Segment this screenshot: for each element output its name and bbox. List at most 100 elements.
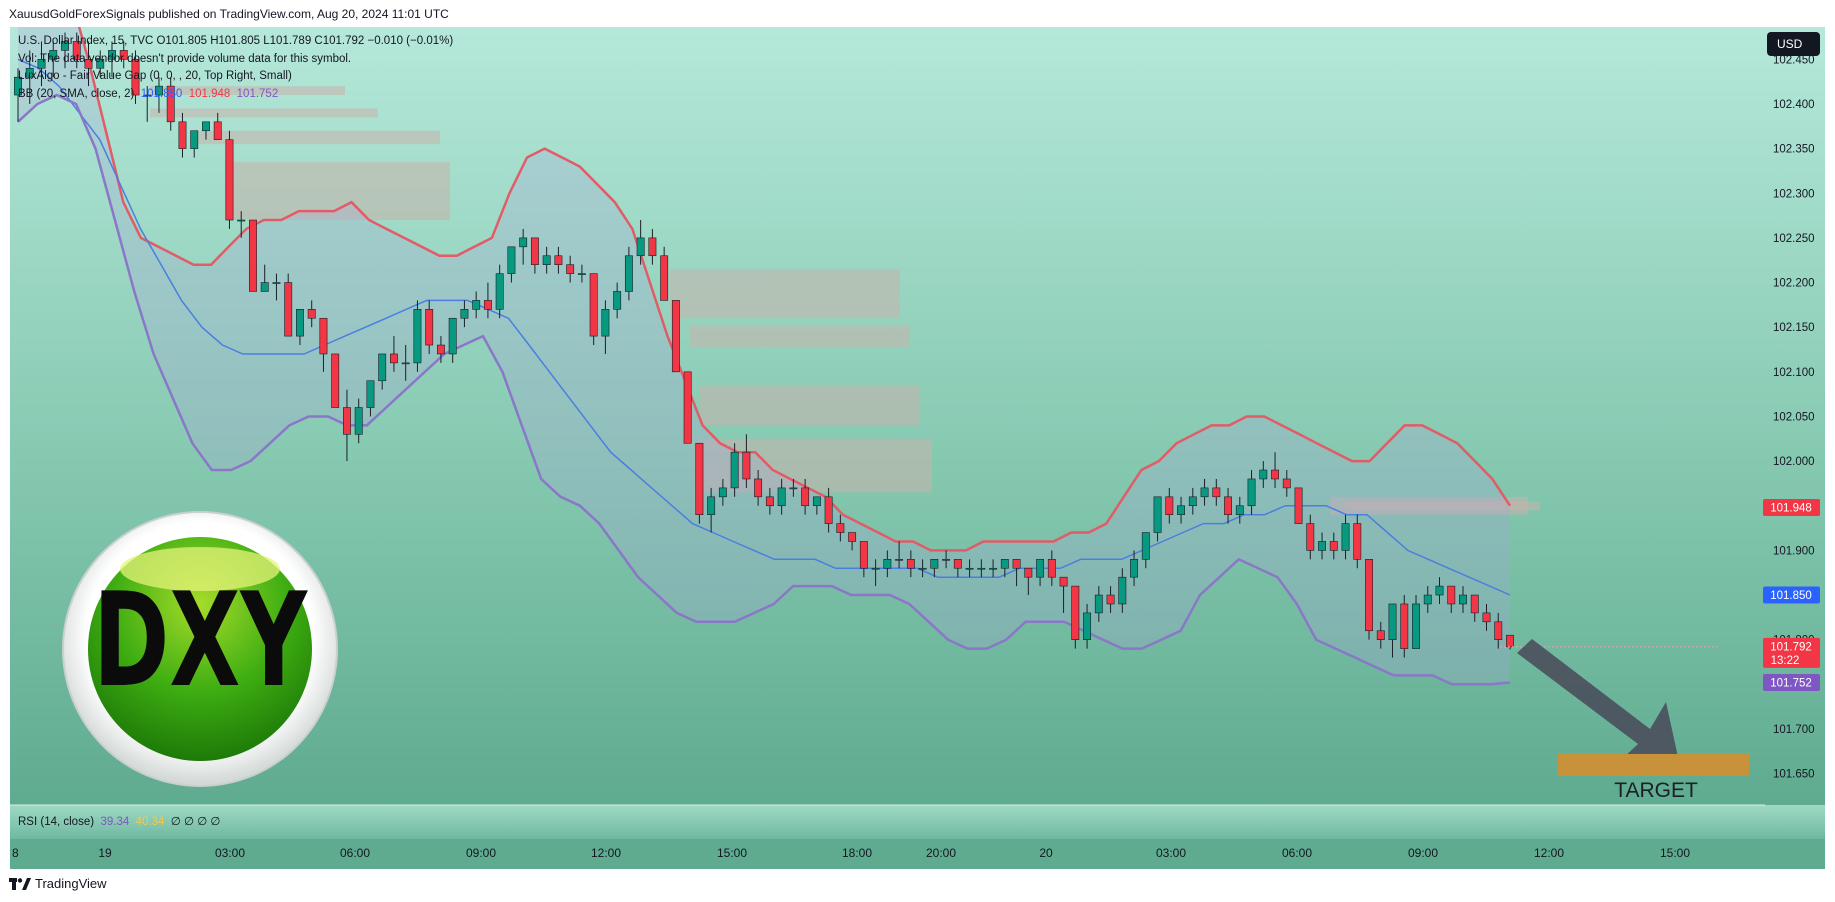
candle-body — [1341, 523, 1350, 551]
price-chart[interactable]: 102.450 102.400 102.350 102.300 102.250 102.2… — [0, 0, 1835, 869]
candle — [566, 255, 575, 283]
candle-body — [871, 567, 880, 570]
candle-body — [1000, 559, 1009, 569]
rsi-value: 39.34 — [100, 816, 130, 828]
x-tick-label: 15:00 — [717, 846, 747, 860]
candle-body — [1141, 532, 1150, 560]
bb-lower-line — [17, 93, 1511, 686]
candle-body — [25, 67, 34, 78]
candle-body — [178, 121, 187, 149]
candle — [1306, 514, 1315, 560]
candle-body — [61, 41, 69, 51]
target-arrow — [1517, 639, 1678, 759]
price-labels: 101.948 101.850 101.792 13:22 101.752 — [1763, 499, 1820, 692]
candle — [695, 442, 704, 524]
volume-line[interactable]: Vol: The data vendor doesn't provide vol… — [18, 52, 352, 65]
y-tick-label: 101.700 — [1773, 724, 1815, 736]
candle-body — [1447, 585, 1456, 605]
y-tick-label: 101.900 — [1773, 545, 1815, 557]
candle-body — [601, 309, 610, 337]
rsi-pane — [10, 805, 1825, 839]
candle — [472, 291, 481, 319]
candle-body — [895, 559, 904, 561]
candle-body — [554, 255, 563, 265]
symbol-line[interactable]: U.S. Dollar Index, 15, TVC O101.805 H101… — [18, 35, 454, 47]
candle — [495, 264, 504, 319]
candle — [953, 559, 962, 578]
candle — [636, 220, 645, 265]
candle-body — [1388, 603, 1397, 640]
candle-body — [190, 130, 199, 149]
candle — [660, 246, 669, 301]
candle-body — [930, 559, 939, 569]
y-tick-label: 102.000 — [1773, 456, 1815, 468]
candle — [918, 559, 927, 578]
currency-button[interactable]: USD — [1767, 32, 1820, 56]
candle — [155, 77, 163, 113]
candle — [1259, 461, 1268, 488]
candle — [730, 443, 739, 497]
y-tick-label: 101.650 — [1773, 769, 1815, 781]
price-label-box — [1763, 637, 1820, 668]
candle — [1141, 532, 1150, 569]
rsi-legend[interactable]: RSI (14, close) 39.34 40.34 ∅ ∅ ∅ ∅ — [18, 814, 220, 828]
candle — [331, 353, 340, 408]
candle-body — [507, 246, 516, 274]
candle — [354, 398, 363, 444]
candle-body — [1494, 621, 1503, 640]
countdown-text: 13:22 — [1771, 655, 1800, 667]
candle-body — [671, 300, 680, 373]
candle — [859, 541, 868, 578]
candle-body — [589, 273, 598, 337]
candle — [166, 77, 175, 131]
time-axis[interactable]: 8 19 03:00 06:00 09:00 12:00 15:00 18:00 20:00 20… — [12, 846, 1690, 860]
candle — [754, 470, 763, 506]
candle-body — [965, 567, 974, 570]
footer-brand: TradingView — [35, 876, 107, 891]
candle-body — [1318, 541, 1326, 551]
candle-body — [848, 532, 857, 542]
candle-body — [448, 317, 457, 355]
candle-body — [37, 59, 46, 69]
candle-body — [1282, 478, 1291, 489]
candle — [1130, 550, 1139, 587]
candles — [14, 32, 1514, 658]
candle-body — [977, 567, 986, 570]
candle — [260, 264, 269, 292]
fvg-indicator-line[interactable]: LuxAlgo - Fair Value Gap (0, 0, , 20, To… — [18, 70, 292, 82]
candle-body — [1165, 496, 1174, 515]
candle — [1376, 621, 1385, 649]
footer: TradingView — [9, 876, 107, 891]
candle — [1094, 586, 1103, 622]
candle — [1024, 567, 1033, 596]
bb-indicator-line[interactable]: BB (20, SMA, close, 2) 101.850 101.948 1… — [18, 86, 453, 104]
candle — [1224, 487, 1232, 524]
bb-upper-line — [70, 0, 1512, 552]
chart-area[interactable]: 102.450 102.400 102.350 102.300 102.250 102.2… — [0, 0, 1835, 869]
candle — [1071, 585, 1080, 649]
candle-body — [566, 264, 575, 274]
candle — [1165, 487, 1174, 524]
candle — [1212, 478, 1221, 506]
x-tick-label: 19 — [98, 846, 112, 860]
x-tick-label: 06:00 — [1282, 846, 1312, 860]
candle-body — [519, 237, 528, 248]
candle — [824, 487, 833, 533]
candle-body — [213, 121, 222, 140]
candle — [848, 532, 857, 551]
candle-body — [1376, 630, 1385, 640]
candle — [1470, 594, 1479, 622]
candle — [906, 550, 915, 578]
candle — [777, 478, 786, 515]
candle-body — [953, 559, 962, 569]
candle-body — [530, 237, 539, 265]
x-tick-label: 20:00 — [926, 846, 956, 860]
candle-body — [260, 282, 269, 292]
rsi-extra-values: ∅ ∅ ∅ ∅ — [170, 816, 221, 828]
fvg-box — [195, 130, 440, 145]
candle-body — [1506, 634, 1514, 648]
candle-body — [742, 451, 751, 480]
candle — [589, 273, 598, 346]
price-label-text: 101.850 — [1770, 590, 1812, 602]
candle-body — [495, 273, 504, 310]
